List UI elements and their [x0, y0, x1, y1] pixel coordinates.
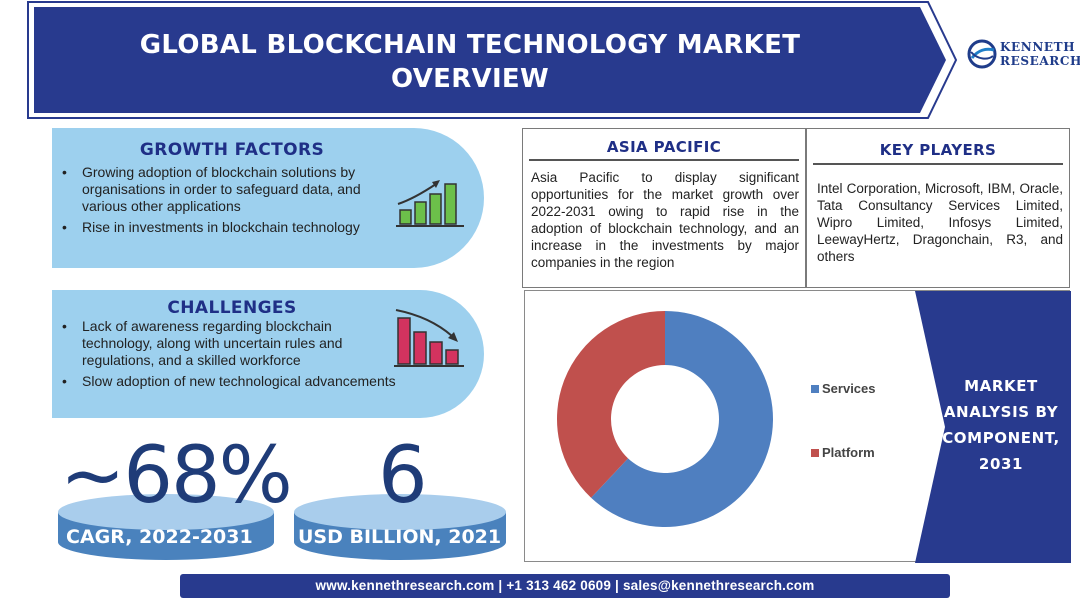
cagr-stat: ~68% CAGR, 2022-2031	[56, 430, 293, 560]
key-players-heading: KEY PLAYERS	[813, 135, 1063, 165]
donut-slice-platform	[557, 311, 665, 498]
donut-slice-services	[591, 311, 773, 527]
list-item: Rise in investments in blockchain techno…	[58, 219, 398, 236]
footer-contact-text: www.kennethresearch.com | +1 313 462 060…	[315, 578, 815, 593]
header-arrow-shape	[27, 0, 958, 119]
asia-pacific-text: Asia Pacific to display significant oppo…	[531, 170, 799, 270]
asia-pacific-box: ASIA PACIFIC Asia Pacific to display sig…	[522, 128, 806, 288]
page-title: GLOBAL BLOCKCHAIN TECHNOLOGY MARKET OVER…	[139, 30, 801, 94]
cagr-value: ~68%	[60, 431, 293, 521]
key-players-text: Intel Corporation, Microsoft, IBM, Oracl…	[817, 181, 1063, 264]
cagr-disc	[58, 494, 274, 560]
component-chart-box: Services Platform MARKET ANALYSIS BY COM…	[524, 290, 1071, 563]
logo-text-line2: RESEARCH	[1000, 54, 1080, 68]
market-size-disc	[294, 494, 506, 560]
market-size-stat: 6 USD BILLION, 2021	[292, 430, 512, 560]
cagr-label: CAGR, 2022-2031	[66, 526, 253, 548]
component-title-panel	[915, 291, 1071, 563]
challenges-heading: CHALLENGES	[167, 298, 297, 318]
rising-bar-chart-icon	[396, 180, 464, 227]
kenneth-research-logo: KENNETH RESEARCH	[962, 36, 1080, 76]
key-players-box: KEY PLAYERS Intel Corporation, Microsoft…	[806, 128, 1070, 288]
challenges-list: Lack of awareness regarding blockchain t…	[58, 318, 398, 394]
logo-text-line1: KENNETH	[1000, 40, 1076, 54]
header-banner: GLOBAL BLOCKCHAIN TECHNOLOGY MARKET OVER…	[0, 0, 960, 120]
growth-factors-list: Growing adoption of blockchain solutions…	[58, 164, 398, 240]
legend-label-platform: Platform	[822, 445, 875, 460]
market-size-value: 6	[378, 431, 428, 521]
logo-globe-icon	[967, 39, 997, 69]
challenges-panel: CHALLENGES Lack of awareness regarding b…	[52, 290, 484, 418]
declining-bar-chart-icon	[394, 309, 464, 367]
legend-label-services: Services	[822, 381, 876, 396]
footer-bar: www.kennethresearch.com | +1 313 462 060…	[180, 574, 950, 598]
growth-factors-heading: GROWTH FACTORS	[139, 140, 325, 160]
legend-swatch-platform	[811, 449, 819, 457]
component-donut-chart	[557, 291, 1071, 563]
asia-pacific-heading: ASIA PACIFIC	[529, 133, 799, 161]
legend-swatch-services	[811, 385, 819, 393]
growth-factors-panel: GROWTH FACTORS Growing adoption of block…	[52, 128, 484, 268]
list-item: Slow adoption of new technological advan…	[58, 373, 398, 390]
market-size-label: USD BILLION, 2021	[298, 526, 502, 548]
component-chart-title: MARKET ANALYSIS BY COMPONENT, 2031	[942, 377, 1060, 473]
list-item: Lack of awareness regarding blockchain t…	[58, 318, 398, 369]
list-item: Growing adoption of blockchain solutions…	[58, 164, 398, 215]
